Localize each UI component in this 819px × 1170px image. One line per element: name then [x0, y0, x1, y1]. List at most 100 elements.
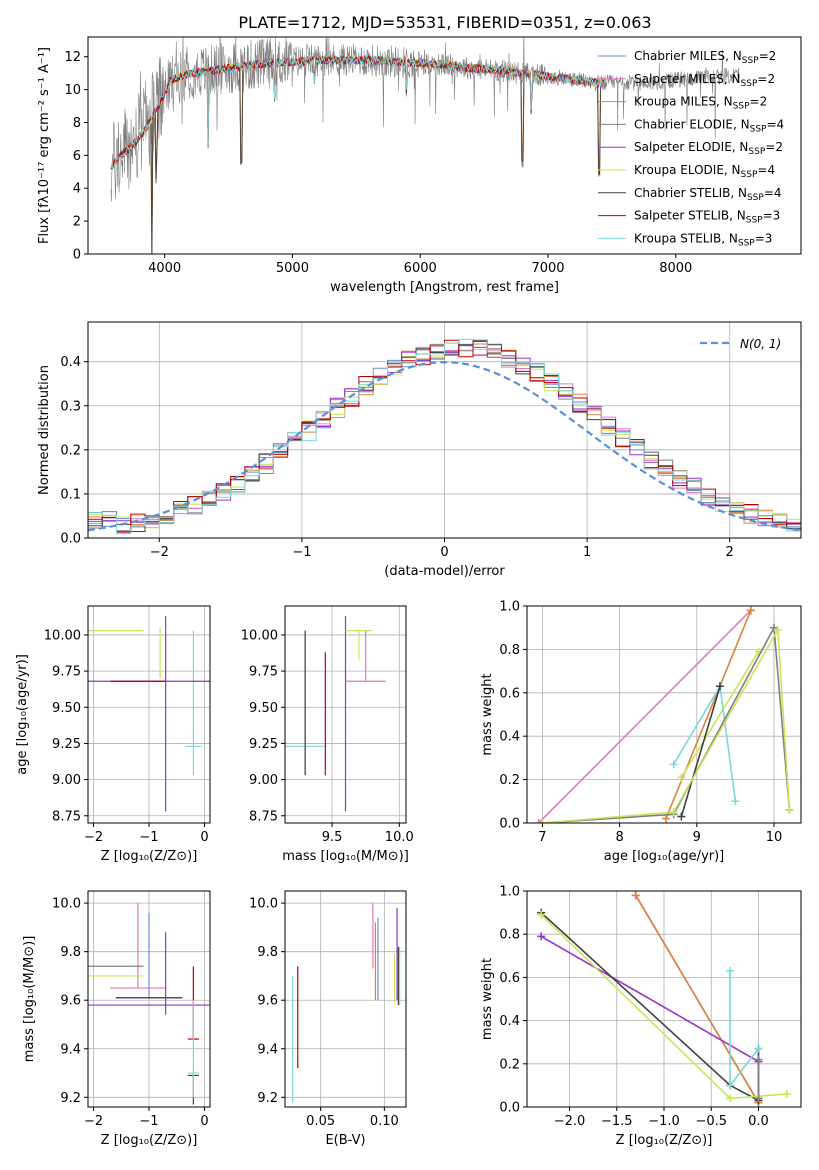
x-tick-label: 5000: [276, 261, 309, 276]
weight-marker: [669, 808, 678, 817]
x-tick-label: 1: [583, 545, 591, 560]
y-tick-label: 9.6: [257, 994, 278, 1009]
residual-histogram: [88, 338, 801, 535]
legend-entry: Chabrier ELODIE, NSSP=4: [634, 117, 784, 134]
x-axis-label: Z [log₁₀(Z/Z⊙)]: [101, 1133, 198, 1148]
y-tick-label: 10.00: [241, 628, 278, 643]
x-tick-label: 8: [615, 830, 623, 845]
y-tick-label: 9.50: [52, 701, 81, 716]
weight-line: [680, 686, 721, 817]
x-axis-label: wavelength [Angstrom, rest frame]: [330, 280, 559, 295]
legend-entry: Salpeter ELODIE, NSSP=2: [634, 140, 783, 157]
x-axis-label: Z [log₁₀(Z/Z⊙)]: [101, 849, 198, 864]
y-tick-label: 9.4: [257, 1042, 278, 1057]
weight-line: [538, 609, 752, 823]
weight-marker: [715, 682, 724, 691]
panel-mass-vs-Z: −2 −1 0 9.2 9.4 9.6 9.8 10.0 Z [log₁₀(Z/Z⊙)] mass…: [22, 890, 211, 1148]
legend-entry: Kroupa STELIB, NSSP=3: [634, 231, 772, 248]
y-tick-label: 9.2: [257, 1091, 278, 1106]
weight-line: [540, 914, 787, 1100]
weight-marker: [677, 773, 686, 782]
weight-marker: [631, 891, 640, 900]
weight-line: [540, 935, 759, 1063]
weight-series: [537, 910, 791, 1103]
weight-marker: [754, 1055, 763, 1064]
y-tick-label: 0.4: [499, 1014, 520, 1029]
legend-entry: Chabrier STELIB, NSSP=4: [634, 186, 782, 203]
y-tick-label: 0.8: [499, 928, 520, 943]
weight-marker: [534, 819, 543, 823]
axes-frame: [87, 605, 211, 824]
errorbar-point: [345, 629, 373, 660]
legend-entry: N(0, 1): [740, 337, 781, 351]
x-tick-label: −2: [150, 545, 169, 560]
y-tick-label: 0.3: [60, 399, 81, 414]
x-tick-label: 0: [440, 545, 448, 560]
x-tick-label: 7000: [531, 261, 564, 276]
weight-marker: [754, 1044, 763, 1053]
y-tick-label: 0: [73, 248, 81, 263]
y-tick-label: 8.75: [52, 809, 81, 824]
x-tick-label: −1: [139, 830, 158, 845]
y-axis-label: mass weight: [480, 958, 495, 1040]
x-tick-label: 6000: [404, 261, 437, 276]
x-tick-label: 8000: [659, 261, 692, 276]
weight-marker: [537, 932, 546, 941]
axes-frame: [526, 890, 802, 1108]
weight-series: [538, 623, 794, 823]
y-tick-label: 10: [64, 83, 81, 98]
axes-frame: [87, 321, 802, 539]
panel-weight-vs-Z: −2.0 −1.5 −1.0 −0.5 0.0 0.0 0.2 0.4 0.6 0.8 1.0 Z […: [480, 885, 802, 1148]
x-tick-label: −0.5: [695, 1114, 727, 1129]
axes-frame: [87, 36, 802, 255]
gaussian-curve: [88, 360, 801, 532]
errorbar-point: [185, 630, 202, 776]
x-tick-label: −2: [84, 830, 103, 845]
spectrum-legend: Chabrier MILES, NSSP=2 Salpeter MILES, NS…: [598, 49, 784, 248]
gaussian-legend: N(0, 1): [700, 337, 781, 351]
y-tick-label: 9.25: [249, 737, 278, 752]
y-tick-label: 9.25: [52, 737, 81, 752]
axes-frame: [526, 605, 802, 824]
panel-residuals: −2 −1 0 1 2 0.0 0.1 0.2 0.3 0.4 (data-model)/error…: [37, 321, 802, 579]
x-tick-label: 0.10: [370, 1114, 399, 1129]
y-tick-label: 0.0: [499, 817, 520, 832]
y-axis-label: age [log₁₀(age/yr)]: [15, 654, 30, 775]
y-tick-label: 0.0: [499, 1101, 520, 1116]
x-axis-label: mass [log₁₀(M/M⊙)]: [282, 849, 409, 864]
y-tick-label: 0.1: [60, 487, 81, 502]
weight-series: [537, 908, 763, 1105]
y-tick-label: 2: [73, 215, 81, 230]
y-tick-label: 9.00: [52, 773, 81, 788]
x-tick-label: 0.05: [306, 1114, 335, 1129]
panel-age-vs-Z: −2 −1 0 8.75 9.00 9.25 9.50 9.75 10.00 Z [log₁₀(Z…: [15, 605, 211, 864]
weight-series: [677, 682, 724, 821]
weight-line: [665, 609, 752, 820]
y-tick-label: 10.0: [52, 897, 81, 912]
weight-marker: [726, 1081, 735, 1090]
x-tick-label: −1.0: [648, 1114, 680, 1129]
weight-marker: [785, 805, 794, 814]
x-axis-label: age [log₁₀(age/yr)]: [604, 849, 725, 864]
y-tick-label: 9.2: [60, 1091, 81, 1106]
weight-line: [635, 894, 760, 1104]
weight-series: [538, 625, 794, 823]
panel-mass-vs-ebv: 0.05 0.10 9.2 9.4 9.6 9.8 10.0 E(B-V): [249, 890, 407, 1148]
errorbar-point: [88, 616, 210, 812]
y-tick-label: 4: [73, 182, 81, 197]
weight-line: [729, 970, 760, 1088]
panel-weight-vs-age: 7 8 9 10 0.0 0.2 0.4 0.6 0.8 1.0 age [log₁₀(age/yr…: [480, 600, 802, 864]
x-tick-label: −1.5: [601, 1114, 633, 1129]
legend-entry: Chabrier MILES, NSSP=2: [634, 49, 776, 66]
weight-series: [661, 606, 755, 823]
weight-marker: [537, 910, 546, 919]
spectrum-data-series: [110, 37, 740, 202]
axes-frame: [284, 605, 407, 824]
x-tick-label: 10.0: [385, 830, 414, 845]
x-axis-label: (data-model)/error: [384, 564, 505, 579]
weight-line: [542, 624, 791, 823]
x-tick-label: 0: [200, 1114, 208, 1129]
x-tick-label: −1: [139, 1114, 158, 1129]
y-axis-label: Normed distribution: [37, 365, 52, 495]
y-tick-label: 0.2: [60, 443, 81, 458]
